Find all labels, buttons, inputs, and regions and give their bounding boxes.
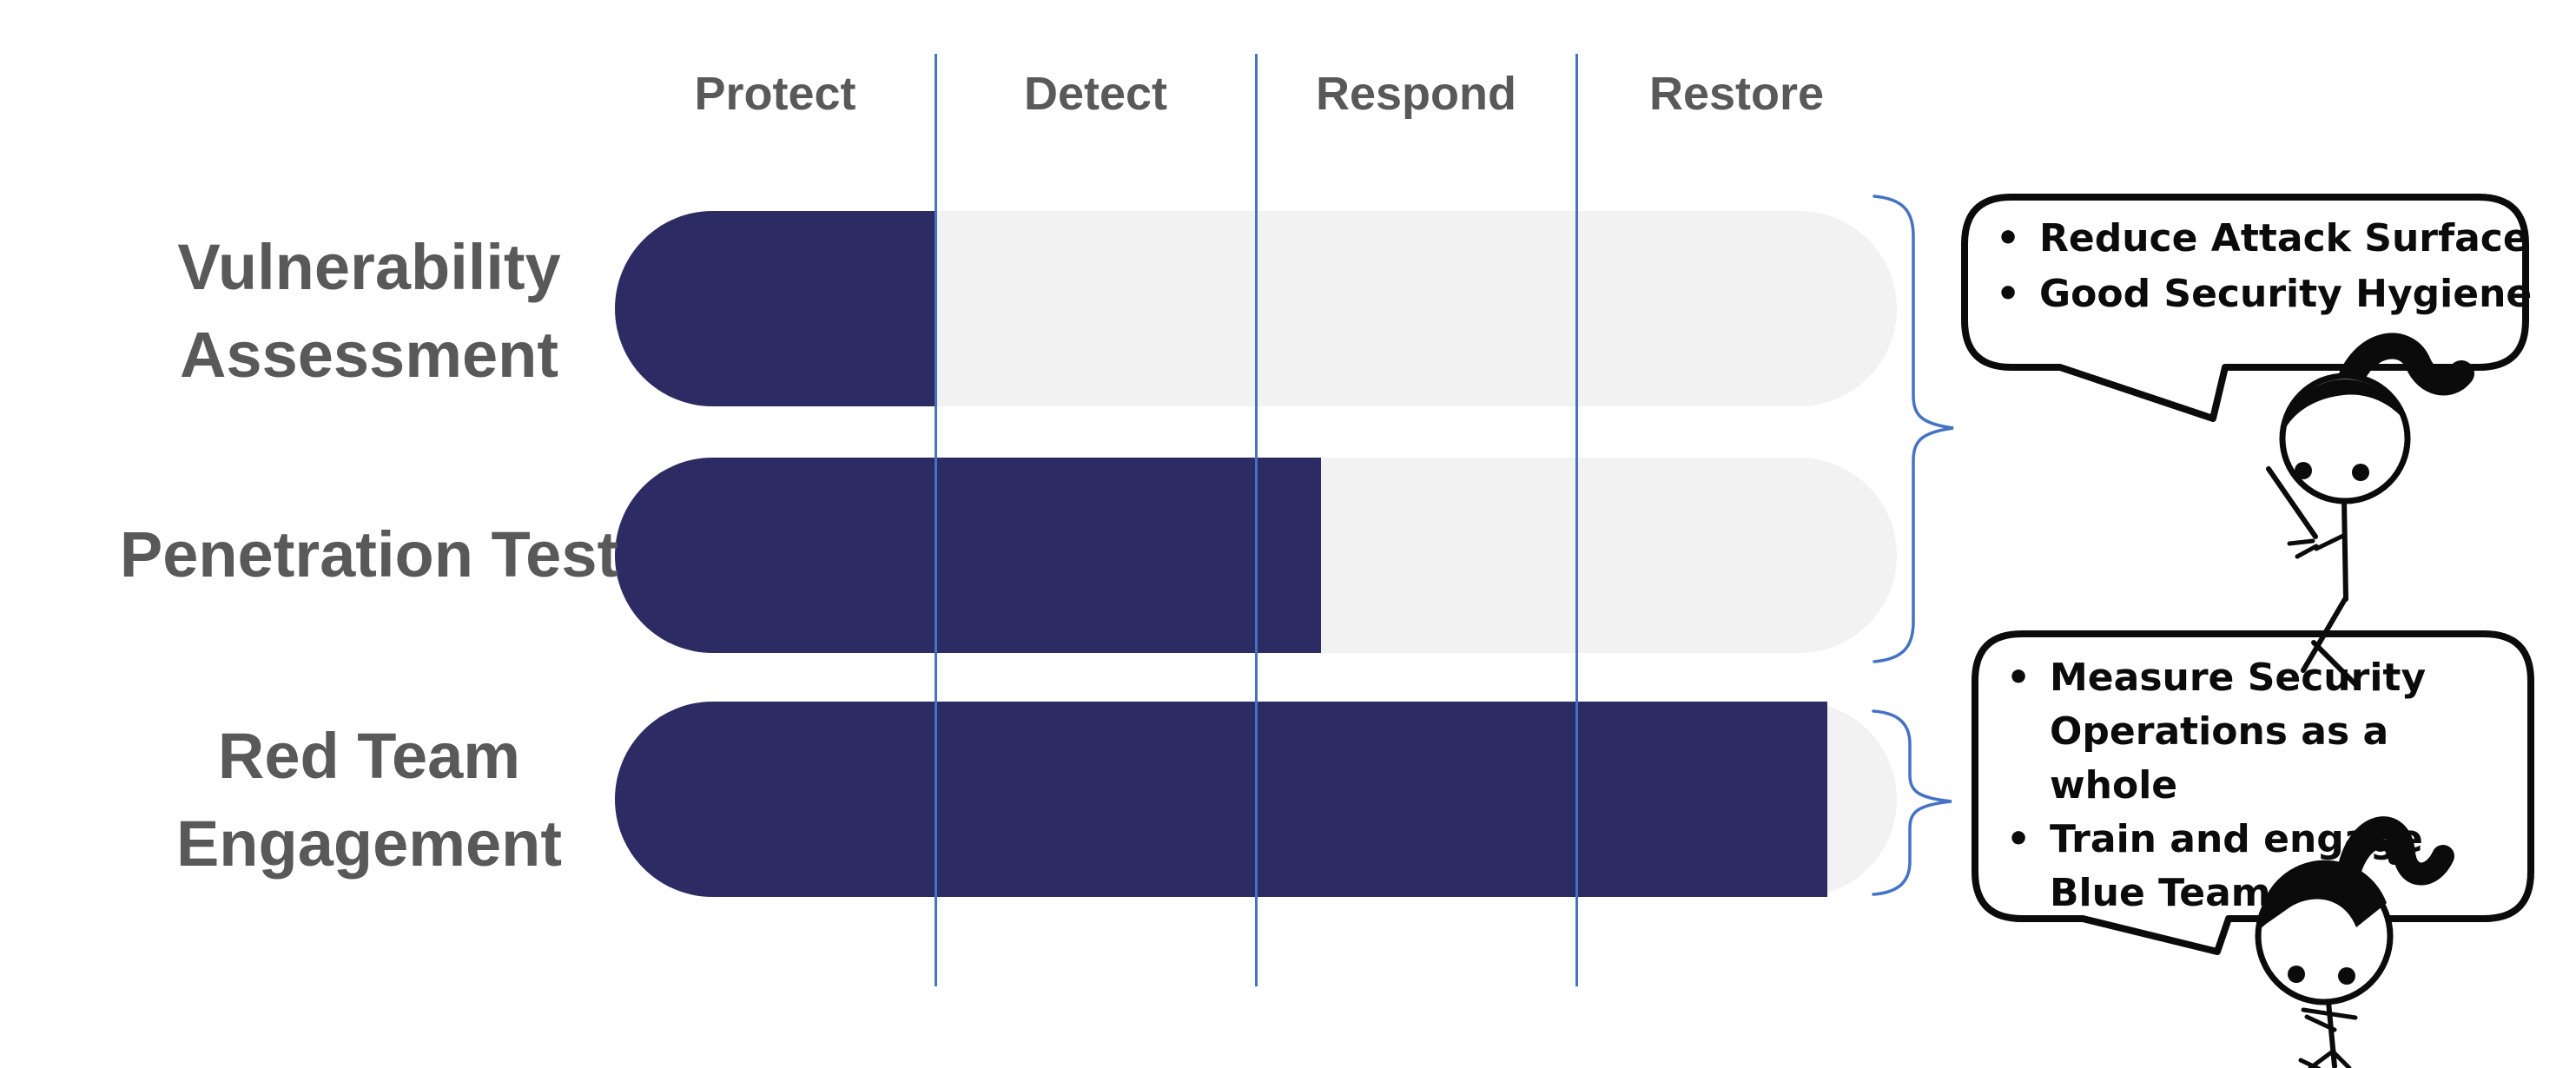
row-label-line: Vulnerability bbox=[177, 231, 561, 303]
coverage-bar-track-red-team-engagement bbox=[615, 702, 1897, 897]
row-label-red-team-engagement: Red Team Engagement bbox=[61, 712, 677, 887]
row-label-vulnerability-assessment: Vulnerability Assessment bbox=[61, 223, 677, 399]
row-label-line: Red Team bbox=[217, 720, 521, 792]
coverage-bar-track-penetration-test bbox=[615, 458, 1897, 653]
grid-line-respond-restore bbox=[1575, 54, 1578, 986]
row-label-penetration-test: Penetration Test bbox=[61, 511, 677, 598]
callout-bullet: Reduce Attack Surface bbox=[1989, 211, 2529, 267]
column-header-protect: Protect bbox=[694, 68, 856, 120]
row-label-line: Assessment bbox=[179, 319, 558, 391]
coverage-bar-fill-penetration-test bbox=[615, 458, 1322, 653]
callout-bullet: Train and engage Blue Teams bbox=[1999, 813, 2499, 920]
coverage-bar-fill-vulnerability-assessment bbox=[615, 211, 935, 406]
callout-bottom-bullet-list: Measure Security Operations as a whole T… bbox=[1999, 651, 2499, 920]
row-label-line: Engagement bbox=[175, 808, 563, 880]
column-header-row: Protect Detect Respond Restore bbox=[615, 66, 1897, 122]
column-header-restore: Restore bbox=[1648, 68, 1825, 120]
column-header-respond: Respond bbox=[1315, 68, 1516, 120]
grid-line-protect-detect bbox=[935, 54, 937, 986]
callout-bullet: Good Security Hygiene bbox=[1989, 267, 2532, 322]
callout-top-bullet-list: Reduce Attack Surface Good Security Hygi… bbox=[1989, 211, 2532, 322]
column-header-detect: Detect bbox=[1023, 68, 1168, 120]
callout-bullet: Measure Security Operations as a whole bbox=[1999, 651, 2499, 813]
grid-line-detect-respond bbox=[1255, 54, 1258, 986]
stick-figure-girl-top-icon bbox=[2266, 333, 2474, 689]
row-label-line: Penetration Test bbox=[119, 518, 619, 590]
coverage-bar-fill-red-team-engagement bbox=[615, 702, 1828, 897]
